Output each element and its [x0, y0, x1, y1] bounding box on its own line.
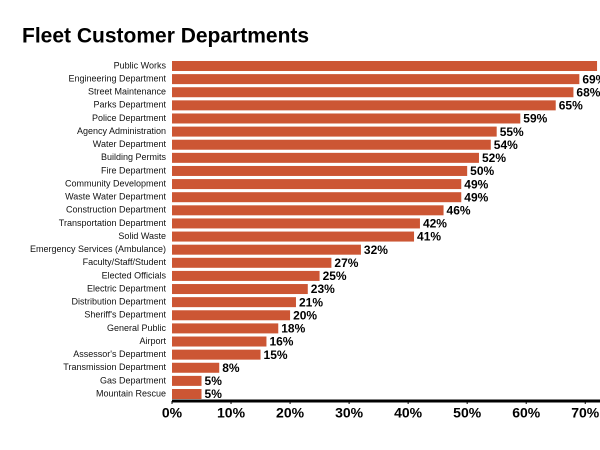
- y-tick-label: Solid Waste: [118, 231, 166, 241]
- y-tick-label: Agency Administration: [77, 126, 166, 136]
- chart-title: Fleet Customer Departments: [22, 25, 309, 48]
- bar: [172, 74, 580, 85]
- bar: [172, 100, 556, 111]
- x-tick-label: 50%: [453, 405, 482, 421]
- y-tick-label: Elected Officials: [102, 270, 167, 280]
- bar: [172, 61, 598, 71]
- bar: [172, 218, 420, 229]
- bar: [172, 139, 491, 150]
- value-label: 5%: [205, 387, 223, 401]
- value-label: 65%: [559, 99, 583, 113]
- y-tick-label: Electric Department: [87, 283, 167, 293]
- value-label: 32%: [364, 243, 388, 257]
- y-tick-label: Public Works: [114, 60, 167, 70]
- x-tick-label: 20%: [276, 405, 305, 421]
- bar: [172, 179, 462, 190]
- bar: [172, 205, 444, 216]
- y-tick-label: Sheriff's Department: [84, 310, 166, 320]
- y-tick-label: Engineering Department: [68, 73, 166, 83]
- y-tick-label: Airport: [139, 336, 166, 346]
- value-label: 27%: [334, 256, 358, 270]
- y-tick-label: Emergency Services (Ambulance): [30, 244, 166, 254]
- y-tick-label: Gas Department: [100, 375, 167, 385]
- value-label: 20%: [293, 308, 317, 322]
- bar: [172, 87, 574, 98]
- y-tick-label: Building Permits: [101, 152, 167, 162]
- y-tick-label: Distribution Department: [71, 297, 166, 307]
- bar: [172, 310, 291, 321]
- y-tick-label: Police Department: [92, 113, 167, 123]
- x-tick-label: 10%: [217, 405, 246, 421]
- bar: [172, 257, 332, 268]
- bar: [172, 323, 279, 334]
- bar: [172, 270, 320, 281]
- value-label: 50%: [470, 164, 494, 178]
- y-tick-label: Transmission Department: [63, 362, 166, 372]
- value-label: 54%: [494, 138, 518, 152]
- value-label: 8%: [222, 361, 240, 375]
- value-label: 68%: [576, 85, 600, 99]
- y-tick-label: Street Maintenance: [88, 87, 166, 97]
- value-label: 25%: [323, 269, 347, 283]
- value-label: 46%: [447, 203, 471, 217]
- bar: [172, 362, 220, 373]
- y-tick-label: Waste Water Department: [65, 192, 166, 202]
- y-tick-label: Fire Department: [101, 165, 167, 175]
- value-label: 21%: [299, 295, 323, 309]
- value-label: 18%: [281, 322, 305, 336]
- value-label: 52%: [482, 151, 506, 165]
- bar: [172, 389, 202, 399]
- value-label: 23%: [311, 282, 335, 296]
- value-label: 41%: [417, 230, 441, 244]
- bar: [172, 284, 308, 295]
- x-tick-label: 70%: [571, 405, 600, 421]
- value-label: 16%: [269, 335, 293, 349]
- x-tick-label: 60%: [512, 405, 541, 421]
- value-label: 49%: [464, 177, 488, 191]
- y-tick-label: Transportation Department: [59, 218, 167, 228]
- y-tick-label: Faculty/Staff/Student: [83, 257, 167, 267]
- y-tick-label: Assessor's Department: [73, 349, 166, 359]
- bar: [172, 231, 415, 242]
- x-tick-label: 30%: [335, 405, 364, 421]
- y-tick-label: General Public: [107, 323, 167, 333]
- bar: [172, 349, 261, 360]
- value-label: 59%: [523, 112, 547, 126]
- y-tick-label: Parks Department: [93, 100, 166, 110]
- x-tick-label: 40%: [394, 405, 423, 421]
- bar: [172, 244, 361, 255]
- bar: [172, 297, 296, 308]
- value-label: 55%: [500, 125, 524, 139]
- y-tick-label: Water Department: [93, 139, 167, 149]
- y-tick-label: Construction Department: [66, 205, 167, 215]
- bar: [172, 165, 468, 176]
- bar: [172, 375, 202, 386]
- y-tick-label: Mountain Rescue: [96, 388, 166, 398]
- value-label: 49%: [464, 190, 488, 204]
- value-label: 5%: [205, 374, 223, 388]
- x-tick-label: 0%: [162, 405, 183, 421]
- value-label: 42%: [423, 217, 447, 231]
- bar: [172, 336, 267, 347]
- value-label: 15%: [264, 348, 288, 362]
- y-tick-label: Community Development: [65, 178, 167, 188]
- value-label: 69%: [582, 72, 600, 86]
- bar: [172, 192, 462, 203]
- bar: [172, 126, 497, 137]
- bar: [172, 113, 521, 124]
- bar: [172, 152, 479, 163]
